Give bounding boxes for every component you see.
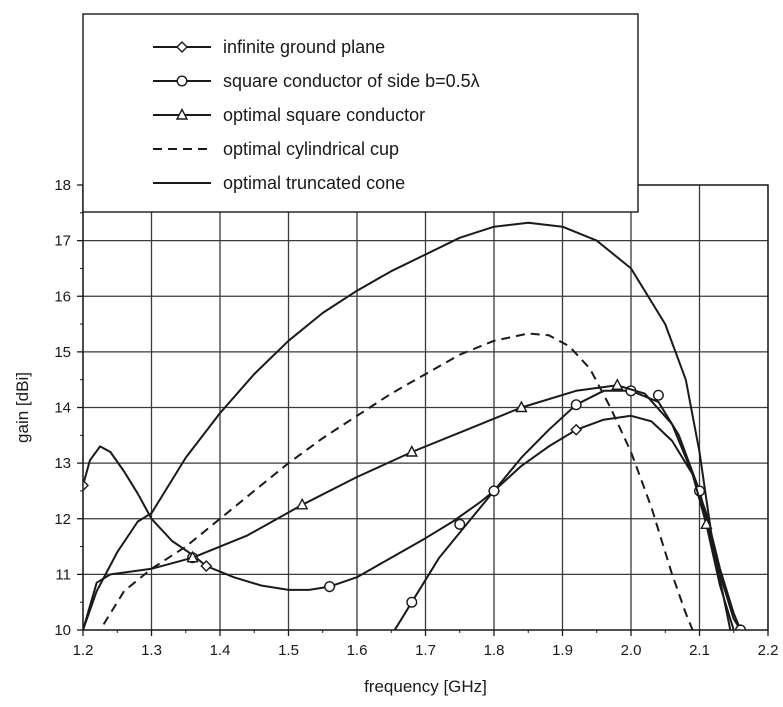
x-tick-label: 2.0 — [621, 642, 642, 659]
data-point — [735, 624, 747, 630]
data-point — [515, 400, 528, 413]
x-tick-label: 1.8 — [484, 642, 505, 659]
data-point — [406, 596, 418, 608]
y-tick-label: 18 — [54, 177, 71, 194]
y-axis-title: gain [dBi] — [13, 372, 32, 443]
legend-marker — [176, 41, 188, 53]
data-point — [652, 389, 664, 401]
data-point — [570, 399, 582, 411]
data-point — [324, 581, 336, 593]
y-tick-label: 12 — [54, 511, 71, 528]
y-tick-label: 15 — [54, 344, 71, 361]
legend-label: optimal cylindrical cup — [223, 139, 399, 159]
data-point — [83, 479, 89, 492]
x-tick-label: 1.2 — [73, 642, 94, 659]
series-5 — [83, 221, 732, 630]
series-line — [83, 384, 735, 630]
x-tick-label: 1.9 — [552, 642, 573, 659]
y-tick-label: 11 — [55, 566, 71, 583]
x-tick-label: 2.2 — [758, 642, 779, 659]
x-tick-label: 1.6 — [347, 642, 368, 659]
y-tick-label: 10 — [54, 622, 71, 639]
data-point — [454, 518, 466, 530]
y-tick-label: 17 — [54, 233, 71, 250]
legend-marker — [175, 107, 189, 120]
x-tick-label: 1.5 — [278, 642, 299, 659]
data-series — [83, 221, 747, 630]
y-tick-label: 13 — [54, 455, 71, 472]
x-tick-label: 1.4 — [210, 642, 231, 659]
x-tick-label: 1.7 — [415, 642, 436, 659]
data-point — [405, 444, 418, 457]
series-2 — [187, 385, 747, 630]
data-point — [296, 497, 309, 510]
legend-label: square conductor of side b=0.5λ — [223, 71, 480, 91]
data-point — [611, 378, 624, 390]
x-tick-label: 2.1 — [689, 642, 710, 659]
x-axis-title: frequency [GHz] — [364, 677, 487, 696]
y-tick-label: 16 — [54, 288, 71, 305]
series-line — [83, 221, 732, 630]
legend-label: infinite ground plane — [223, 37, 385, 57]
data-point — [200, 560, 213, 573]
legend-label: optimal square conductor — [223, 105, 425, 125]
data-point — [700, 517, 713, 530]
data-point — [488, 485, 500, 497]
series-line — [393, 389, 742, 630]
series-line — [83, 414, 742, 630]
series-4 — [102, 332, 694, 630]
legend: infinite ground plane square conductor of… — [82, 13, 639, 213]
data-point — [186, 550, 199, 563]
legend-label: optimal truncated cone — [223, 173, 405, 193]
legend-marker — [176, 75, 188, 87]
series-line — [102, 332, 694, 630]
axis-ticks: 1.2 1.3 1.4 1.5 1.6 1.7 1.8 1.9 2.0 2.1 2.2 10 11 12 1… — [54, 177, 778, 659]
y-tick-label: 14 — [54, 400, 71, 417]
x-tick-label: 1.3 — [141, 642, 162, 659]
series-3 — [83, 378, 735, 630]
data-point — [570, 423, 583, 436]
